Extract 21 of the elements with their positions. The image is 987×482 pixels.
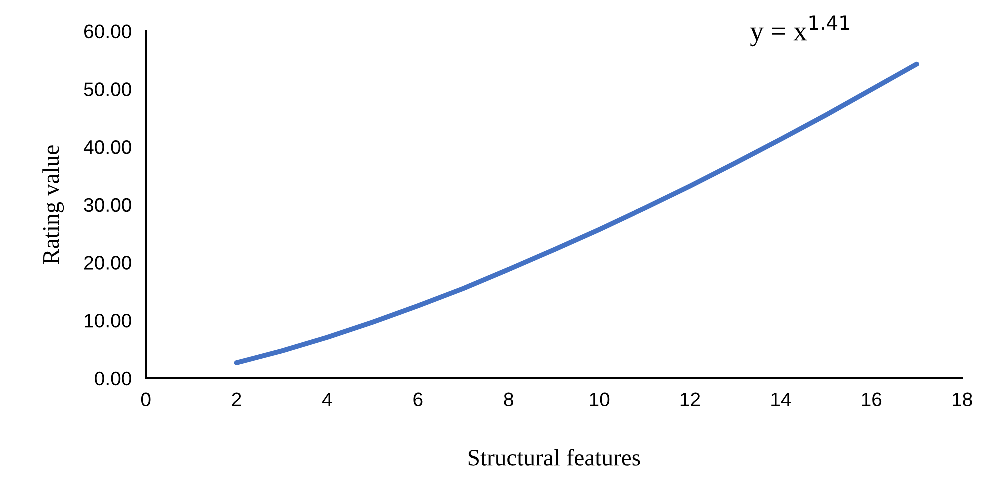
y-tick-label: 30.00 <box>84 198 132 212</box>
x-tick-label: 6 <box>414 392 423 407</box>
x-tick-label: 14 <box>772 392 792 406</box>
y-tick-label: 40.00 <box>84 140 132 154</box>
y-tick-label: 0.00 <box>95 372 132 386</box>
y-tick-label: 50.00 <box>84 82 132 96</box>
y-tick-label: 60.00 <box>84 24 132 39</box>
x-tick-label: 4 <box>322 392 332 406</box>
x-tick-label: 0 <box>141 392 151 407</box>
x-tick-label: 16 <box>862 392 882 407</box>
line-series <box>234 62 920 366</box>
x-tick-label: 10 <box>590 392 610 407</box>
y-axis-title: Rating value <box>42 146 64 264</box>
x-tick-label: 18 <box>952 392 972 407</box>
x-tick-label: 2 <box>232 392 242 406</box>
x-tick-label: 8 <box>504 392 514 407</box>
y-tick-label: 10.00 <box>85 314 132 328</box>
x-axis-title: Structural features <box>468 449 640 466</box>
x-tick-label: 12 <box>680 392 700 406</box>
annotation: y = x$^{1.41}$ <box>750 16 850 47</box>
y-tick-label: 20.00 <box>84 256 132 270</box>
